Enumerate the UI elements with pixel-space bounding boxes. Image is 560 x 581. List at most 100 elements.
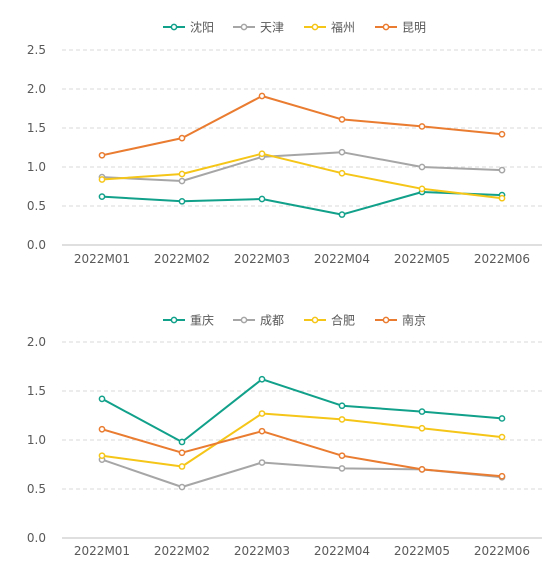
data-point: [178, 197, 186, 205]
legend-marker: [240, 316, 248, 324]
data-point: [338, 148, 346, 156]
data-point: [98, 452, 106, 460]
series-line: [101, 428, 503, 478]
data-point: [418, 163, 426, 171]
series-line: [101, 151, 503, 182]
series-4: [98, 92, 506, 159]
y-tick-label: 2.0: [27, 335, 46, 349]
data-point: [258, 410, 266, 417]
data-point: [178, 134, 186, 142]
y-tick-label: 0.0: [27, 238, 46, 252]
data-point: [178, 170, 186, 178]
legend-marker: [170, 316, 178, 324]
legend-marker: [311, 23, 319, 31]
data-point: [338, 402, 346, 410]
x-tick-label: 2022M01: [74, 252, 130, 266]
data-point: [498, 194, 506, 202]
legend-item-1: 沈阳: [163, 20, 214, 35]
legend-label: 沈阳: [190, 20, 214, 35]
data-point: [498, 166, 506, 174]
chart-panel-2: 0.0 0.5 1.0 1.5 2.0 2022M01 2022M02 2022M03 2022…: [27, 313, 542, 558]
y-tick-label: 2.5: [27, 43, 46, 57]
legend-label: 重庆: [190, 314, 214, 328]
data-point: [418, 466, 426, 473]
data-point: [498, 130, 506, 138]
data-point: [258, 150, 266, 158]
y-tick-label: 1.0: [27, 433, 46, 447]
data-point: [98, 151, 106, 159]
legend-marker: [382, 23, 390, 31]
data-point: [338, 452, 346, 460]
data-point: [498, 433, 506, 441]
legend-label: 南京: [402, 313, 426, 328]
data-point: [178, 463, 186, 470]
data-point: [98, 395, 106, 403]
x-tick-label: 2022M03: [234, 252, 290, 266]
data-point: [258, 195, 266, 203]
y-tick-label: 1.5: [27, 384, 46, 398]
legend-item-1: 重庆: [163, 314, 214, 328]
data-point: [498, 472, 506, 480]
legend-label: 成都: [260, 314, 284, 328]
legend-label: 天津: [260, 21, 284, 35]
data-point: [498, 415, 506, 422]
data-point: [338, 465, 346, 472]
data-point: [258, 459, 266, 466]
legend-marker: [311, 316, 319, 324]
legend-item-2: 成都: [233, 314, 284, 328]
data-point: [98, 176, 106, 183]
x-tick-label: 2022M02: [154, 544, 210, 558]
data-point: [258, 427, 266, 435]
series-1: [98, 375, 506, 446]
y-tick-label: 2.0: [27, 82, 46, 96]
x-tick-label: 2022M04: [314, 544, 370, 558]
series-2: [98, 456, 506, 491]
data-point: [258, 92, 266, 100]
y-tick-label: 1.0: [27, 160, 46, 174]
series-line: [101, 152, 503, 200]
data-point: [338, 416, 346, 423]
y-tick-label: 1.5: [27, 121, 46, 135]
data-point: [178, 449, 186, 457]
data-point: [258, 375, 266, 383]
series-3: [98, 150, 506, 202]
legend-marker: [240, 23, 248, 31]
data-point: [418, 185, 426, 193]
series-4: [98, 425, 506, 480]
data-point: [178, 438, 186, 446]
legend-item-4: 南京: [375, 313, 426, 328]
data-point: [178, 177, 186, 185]
series-1: [98, 188, 506, 218]
series-line: [101, 95, 503, 157]
legend-label: 福州: [331, 20, 355, 35]
y-tick-label: 0.5: [27, 482, 46, 496]
data-point: [338, 211, 346, 218]
series-3: [98, 410, 506, 470]
x-tick-label: 2022M05: [394, 252, 450, 266]
legend-label: 昆明: [402, 21, 426, 35]
data-point: [418, 123, 426, 130]
legend-item-3: 福州: [304, 20, 355, 35]
chart-panel-1: 0.0 0.5 1.0 1.5 2.0 2.5 2022M01 2022M02 2022M03 2…: [27, 20, 542, 266]
x-tick-label: 2022M04: [314, 252, 370, 266]
data-point: [338, 116, 346, 123]
x-tick-label: 2022M06: [474, 544, 530, 558]
series-line: [101, 378, 503, 443]
series-line: [101, 191, 503, 216]
x-tick-label: 2022M06: [474, 252, 530, 266]
y-tick-label: 0.5: [27, 199, 46, 213]
legend-item-3: 合肥: [304, 313, 355, 328]
x-tick-label: 2022M05: [394, 544, 450, 558]
data-point: [338, 169, 346, 177]
data-point: [98, 193, 106, 200]
data-point: [418, 424, 426, 432]
x-tick-label: 2022M03: [234, 544, 290, 558]
legend-label: 合肥: [331, 313, 355, 328]
legend-item-4: 昆明: [375, 21, 426, 35]
data-point: [98, 425, 106, 433]
x-tick-label: 2022M02: [154, 252, 210, 266]
y-tick-label: 0.0: [27, 531, 46, 545]
series-line: [101, 412, 503, 468]
